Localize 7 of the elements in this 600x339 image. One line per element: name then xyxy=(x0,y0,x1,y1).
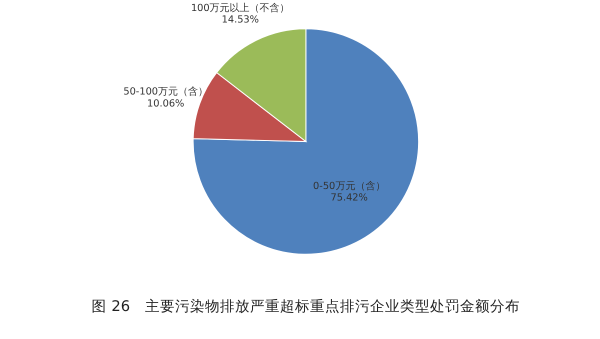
data-label: 14.53% xyxy=(222,14,259,26)
data-label: 10.06% xyxy=(146,98,184,110)
slice-label: 100万元以上（不含） xyxy=(190,2,290,14)
slice-label: 0-50万元（含） xyxy=(313,180,386,192)
text: 图 26 主要污染物排放严重超标重点排污企业类型处罚金额分布 xyxy=(92,298,520,316)
data-label: 75.42% xyxy=(330,192,368,204)
slice-label: 50-100万元（含） xyxy=(123,86,208,98)
